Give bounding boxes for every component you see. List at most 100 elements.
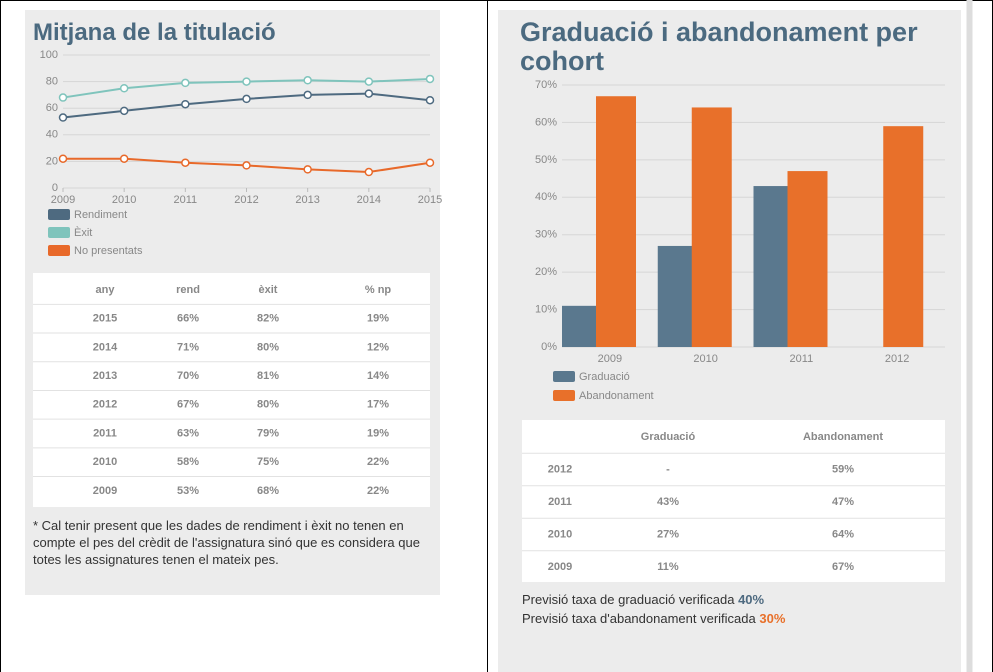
table-cell: 64%	[832, 528, 854, 540]
y-tick-label: 20	[46, 155, 58, 167]
table-cell: 17%	[367, 399, 389, 411]
table-cell: 67%	[177, 399, 199, 411]
table-cell: 82%	[257, 313, 279, 325]
table-cell: 47%	[832, 496, 854, 508]
forecast-value: 30%	[759, 611, 786, 626]
table-cell: -	[666, 463, 670, 475]
point	[364, 167, 374, 177]
y-tick-label: 100	[40, 49, 58, 61]
table-header: any	[96, 284, 116, 296]
table-header: èxit	[259, 284, 278, 296]
table-cell: 2009	[548, 561, 572, 573]
point	[303, 90, 312, 100]
table-header: % np	[365, 284, 392, 296]
table-cell: 75%	[257, 456, 279, 468]
x-tick-label: 2014	[357, 194, 381, 206]
bar	[787, 171, 828, 347]
table-cell: 80%	[257, 341, 279, 353]
bar	[753, 186, 794, 347]
point	[303, 165, 312, 174]
legend-swatch	[48, 209, 70, 220]
point	[425, 74, 435, 84]
forecast-value: 40%	[738, 592, 765, 607]
table-cell: 27%	[657, 528, 679, 540]
forecast: Previsió taxa d'abandonament verificada …	[522, 611, 785, 626]
table-cell: 71%	[177, 341, 199, 353]
point	[242, 77, 251, 86]
legend-swatch	[553, 390, 575, 401]
legend-label: Abandonament	[579, 390, 654, 402]
legend-label: Èxit	[74, 226, 92, 239]
table-cell: 2011	[93, 427, 117, 439]
y-tick-label: 60%	[535, 116, 557, 128]
legend-swatch	[48, 245, 70, 256]
legend-label: Graduació	[579, 371, 630, 383]
bar	[691, 107, 732, 347]
chart-title: Graduació i abandonament per cohort	[520, 17, 918, 76]
point	[181, 78, 190, 88]
table-cell: 2015	[93, 313, 117, 325]
x-tick-label: 2010	[693, 353, 717, 365]
y-tick-label: 10%	[535, 303, 557, 315]
x-tick-label: 2011	[174, 194, 198, 206]
table-header: rend	[176, 284, 200, 296]
y-tick-label: 40	[46, 129, 58, 141]
table-cell: 53%	[177, 485, 199, 497]
x-tick-label: 2012	[234, 194, 258, 206]
table-cell: 70%	[177, 370, 199, 382]
forecast-text: Previsió taxa de graduació verificada	[522, 592, 735, 607]
point	[58, 154, 68, 163]
table-cell: 2013	[93, 370, 117, 382]
x-tick-label: 2013	[295, 194, 319, 206]
table-cell: 22%	[367, 485, 389, 497]
table-cell: 79%	[257, 427, 279, 439]
forecast: Previsió taxa de graduació verificada 40…	[522, 592, 764, 607]
legend-label: Rendiment	[74, 209, 127, 221]
table-cell: 19%	[367, 427, 389, 439]
x-tick-label: 2009	[598, 353, 622, 365]
table-cell: 2012	[548, 463, 572, 475]
table-cell: 22%	[367, 456, 389, 468]
table-cell: 59%	[832, 463, 854, 475]
point	[119, 154, 129, 163]
table-cell: 68%	[257, 485, 279, 497]
point	[119, 106, 129, 116]
legend-swatch	[48, 227, 70, 238]
bar	[562, 305, 602, 347]
y-tick-label: 0	[52, 182, 58, 194]
table-cell: 63%	[177, 427, 199, 439]
y-tick-label: 60	[46, 102, 58, 114]
table-cell: 43%	[657, 496, 679, 508]
y-tick-label: 80	[46, 76, 58, 88]
table-cell: 2014	[93, 341, 118, 353]
table-cell: 12%	[367, 341, 389, 353]
y-tick-label: 40%	[535, 191, 557, 203]
point	[58, 113, 68, 122]
legend-swatch	[553, 371, 575, 382]
table-cell: 2011	[548, 496, 572, 508]
point	[364, 77, 374, 86]
point	[242, 161, 251, 170]
table-box	[522, 420, 945, 582]
point	[425, 95, 435, 105]
point	[364, 89, 374, 98]
y-tick-label: 50%	[535, 154, 557, 166]
bar	[883, 126, 924, 348]
bar	[657, 245, 698, 347]
bar	[596, 96, 636, 347]
x-tick-label: 2011	[790, 353, 814, 365]
table-cell: 66%	[177, 313, 199, 325]
y-tick-label: 70%	[535, 79, 557, 91]
x-tick-label: 2009	[51, 194, 75, 206]
point	[181, 158, 190, 167]
table-cell: 2010	[548, 528, 572, 540]
y-tick-label: 0%	[541, 341, 557, 353]
table-cell: 67%	[832, 561, 854, 573]
chart-title: Mitjana de la titulació	[33, 19, 276, 46]
table-cell: 2009	[93, 485, 117, 497]
y-tick-label: 20%	[535, 266, 557, 278]
table-cell: 58%	[177, 456, 199, 468]
note: * Cal tenir present que les dades de ren…	[33, 518, 420, 567]
